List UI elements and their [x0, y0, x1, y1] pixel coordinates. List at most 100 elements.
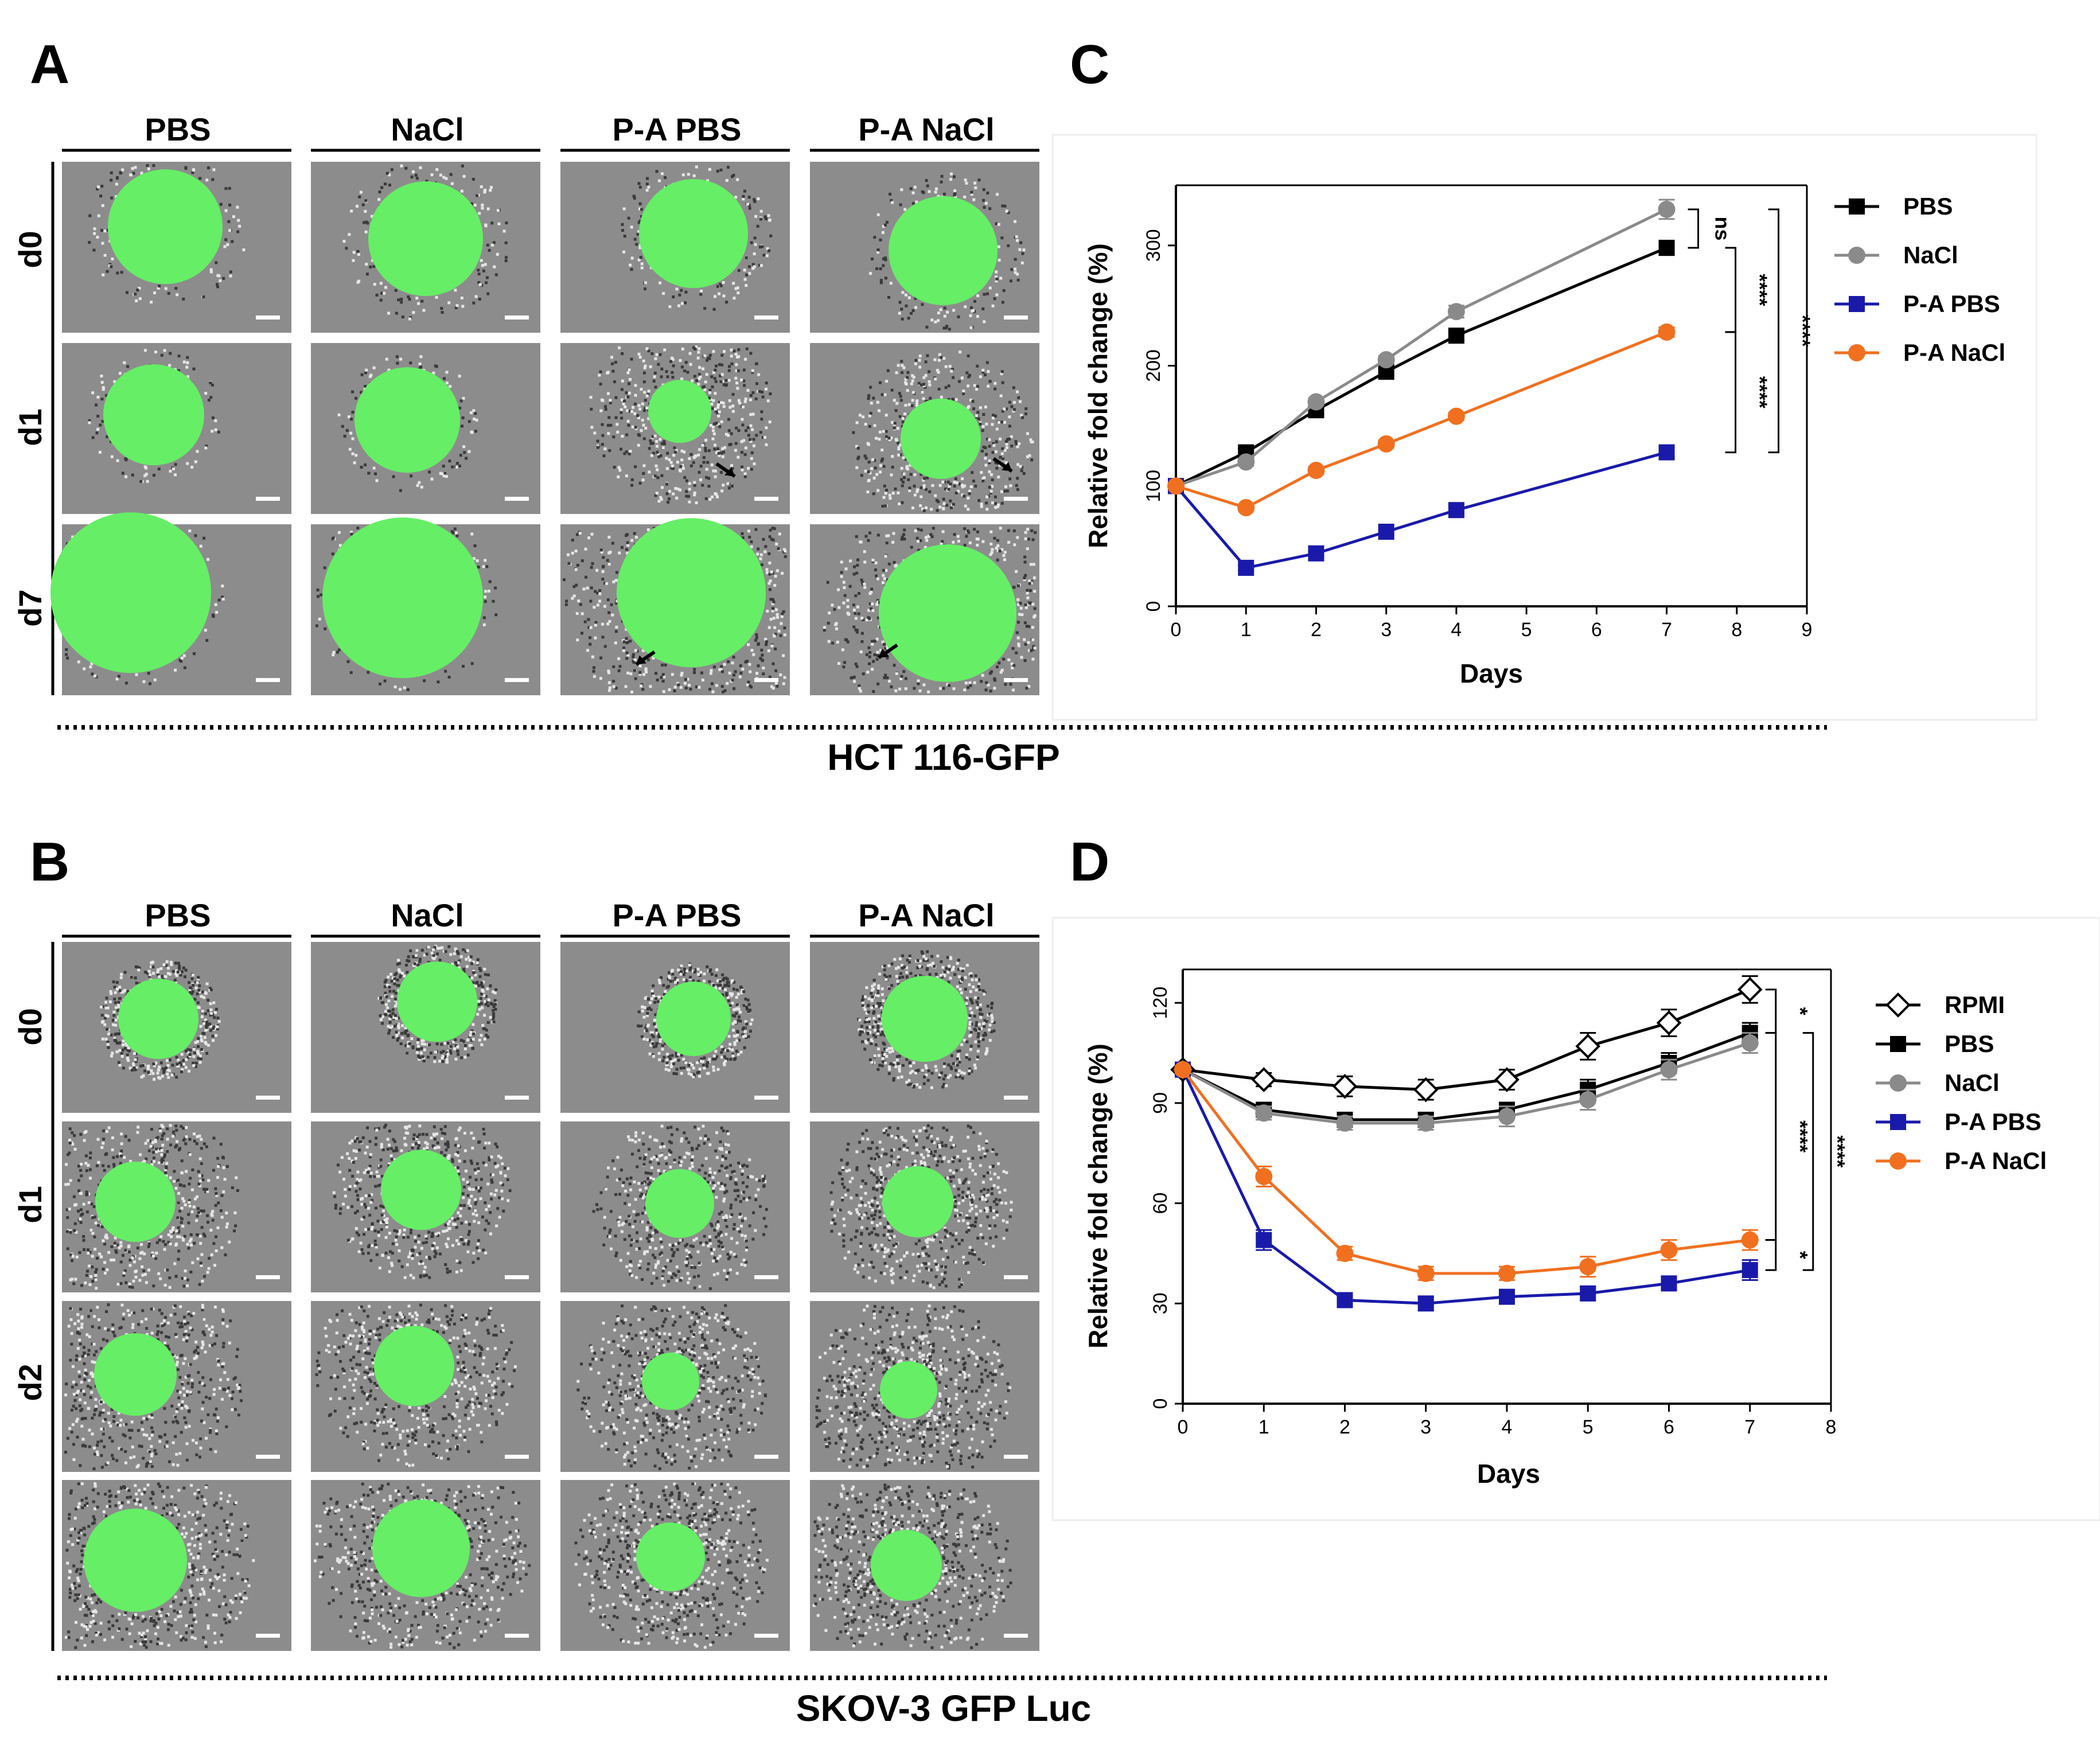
cell-speckle [157, 1076, 160, 1079]
cell-speckle [182, 298, 185, 301]
cell-speckle [462, 1040, 465, 1043]
cell-speckle [883, 485, 886, 488]
cell-speckle [88, 421, 91, 424]
cell-speckle [855, 535, 858, 538]
cell-speckle [388, 1010, 391, 1013]
cell-speckle [1012, 386, 1015, 389]
cell-speckle [369, 1259, 372, 1262]
cell-speckle [476, 1246, 478, 1249]
cell-speckle [160, 1154, 163, 1156]
cell-speckle [912, 309, 915, 312]
cell-speckle [683, 476, 686, 479]
cell-speckle [648, 447, 651, 450]
cell-speckle [490, 221, 493, 224]
cell-speckle [134, 1276, 137, 1279]
cell-speckle [396, 355, 399, 358]
cell-speckle [354, 397, 357, 400]
cell-speckle [698, 1075, 701, 1078]
cell-speckle [395, 1017, 398, 1020]
cell-speckle [220, 1209, 223, 1212]
cell-speckle [111, 258, 114, 260]
cell-speckle [688, 1277, 691, 1280]
cell-speckle [621, 229, 624, 232]
cell-speckle [410, 1232, 412, 1234]
cell-speckle [462, 416, 465, 419]
cell-speckle [212, 1137, 215, 1140]
cell-speckle [712, 429, 715, 432]
cell-speckle [93, 675, 96, 677]
cell-speckle [656, 353, 659, 356]
cell-speckle [763, 436, 766, 439]
cell-speckle [652, 1055, 655, 1058]
cell-speckle [478, 1249, 481, 1252]
cell-speckle [489, 1002, 492, 1005]
cell-speckle [679, 359, 681, 362]
cell-speckle [361, 1248, 364, 1251]
cell-speckle [893, 1077, 895, 1080]
cell-speckle [504, 1167, 507, 1170]
cell-speckle [984, 1032, 987, 1035]
cell-speckle [657, 1035, 660, 1038]
cell-speckle [589, 636, 591, 639]
cell-speckle [731, 679, 734, 681]
cell-speckle [392, 990, 395, 993]
cell-speckle [174, 962, 177, 965]
cell-speckle [1016, 488, 1019, 491]
cell-speckle [672, 492, 675, 495]
cell-speckle [358, 1250, 361, 1253]
cell-speckle [380, 1143, 383, 1146]
cell-speckle [161, 1161, 163, 1164]
cell-speckle [640, 208, 643, 211]
cell-speckle [426, 1146, 428, 1149]
cell-speckle [189, 1153, 192, 1156]
cell-speckle [920, 486, 923, 489]
cell-speckle [840, 571, 843, 574]
cell-speckle [1020, 613, 1023, 616]
cell-speckle [717, 415, 720, 418]
cell-speckle [618, 466, 621, 469]
cell-speckle [672, 467, 675, 470]
cell-speckle [224, 1178, 227, 1181]
cell-speckle [731, 485, 734, 488]
cell-speckle [73, 1134, 76, 1137]
cell-speckle [879, 239, 882, 241]
cell-speckle [611, 614, 614, 617]
cell-speckle [482, 990, 485, 993]
cell-speckle [490, 1181, 493, 1184]
cell-speckle [632, 406, 634, 409]
cell-speckle [473, 1220, 476, 1223]
cell-speckle [754, 236, 757, 239]
cell-speckle [974, 1041, 977, 1043]
cell-speckle [774, 648, 777, 650]
cell-speckle [470, 411, 473, 414]
cell-speckle [1003, 421, 1006, 424]
cell-speckle [217, 431, 220, 434]
cell-speckle [161, 975, 163, 977]
cell-speckle [385, 979, 388, 981]
cell-speckle [725, 1278, 728, 1281]
cell-speckle [860, 579, 863, 582]
cell-speckle [668, 976, 671, 979]
cell-speckle [477, 566, 480, 568]
cell-speckle [476, 419, 478, 422]
cell-speckle [749, 207, 751, 210]
cell-speckle [1026, 547, 1029, 550]
cell-speckle [162, 1132, 165, 1135]
cell-speckle [894, 422, 897, 424]
cell-speckle [966, 964, 969, 967]
cell-speckle [602, 556, 605, 559]
cell-speckle [492, 1009, 494, 1012]
cell-speckle [871, 985, 874, 988]
cell-speckle [864, 423, 867, 426]
cell-speckle [369, 1201, 372, 1204]
cell-speckle [390, 1154, 393, 1157]
cell-speckle [680, 289, 683, 292]
cell-speckle [164, 1243, 167, 1246]
cell-speckle [412, 1045, 415, 1048]
cell-speckle [135, 673, 138, 676]
cell-speckle [595, 1203, 598, 1206]
cell-speckle [886, 676, 889, 679]
cell-speckle [489, 580, 492, 583]
cell-speckle [459, 1238, 462, 1241]
cell-speckle [646, 1007, 649, 1010]
